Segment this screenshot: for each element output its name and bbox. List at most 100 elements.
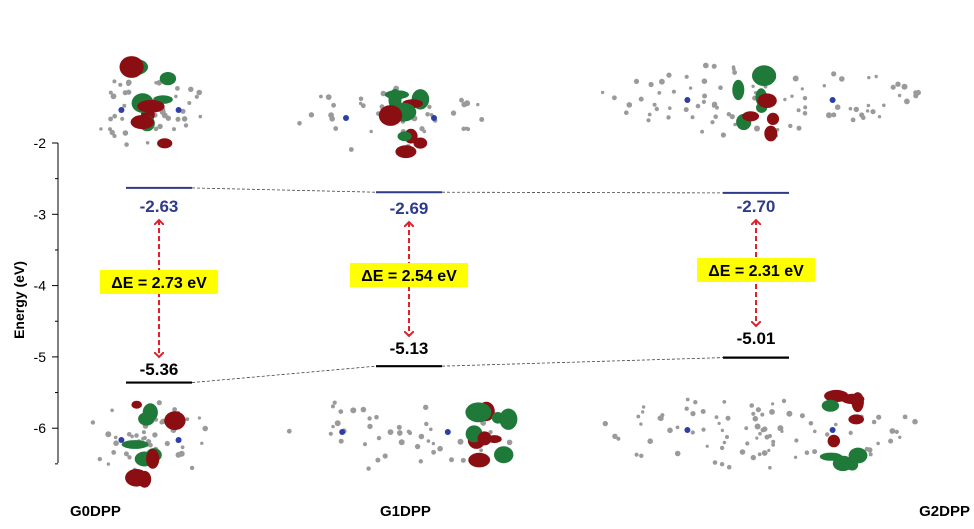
atom [802, 96, 808, 101]
atom [648, 81, 654, 88]
atom [755, 407, 762, 413]
atom [769, 409, 775, 415]
atom [476, 102, 480, 107]
atom [866, 103, 871, 108]
atom [479, 448, 483, 453]
atom [705, 444, 709, 448]
atom [685, 397, 690, 402]
atom [423, 404, 429, 410]
atom [461, 126, 466, 131]
atom [695, 103, 701, 109]
orbital-lobe [138, 470, 152, 488]
atom [145, 141, 150, 145]
orbital-lobe [138, 412, 155, 426]
atom [624, 110, 629, 115]
atom [338, 409, 344, 414]
atom [172, 407, 178, 412]
lumo-value: -2.70 [737, 197, 776, 216]
atom [126, 89, 132, 95]
atom [868, 452, 873, 457]
atom [700, 129, 704, 134]
orbital-lobe [487, 435, 502, 444]
atom [180, 108, 186, 114]
atom [382, 453, 388, 459]
atom [374, 414, 379, 420]
atom [112, 113, 118, 119]
nitrogen-atom [829, 427, 836, 433]
atom [690, 115, 695, 120]
orbital-lobe [841, 393, 865, 405]
atom [902, 414, 908, 420]
atom [90, 420, 96, 425]
atom [506, 439, 513, 446]
atom [717, 421, 721, 425]
atom [369, 129, 373, 134]
atom [792, 75, 799, 82]
atom [767, 448, 771, 452]
atom [783, 97, 787, 102]
tick-label: -5 [34, 349, 47, 365]
orbital-lobe [827, 434, 840, 448]
atom [134, 433, 139, 438]
atom [659, 78, 665, 85]
atom [733, 122, 737, 127]
atom [407, 430, 413, 436]
atom [715, 105, 719, 110]
gap-highlight [100, 270, 218, 294]
atom [711, 101, 718, 108]
atom [97, 456, 103, 462]
orbital-lobe [766, 112, 780, 125]
atom [722, 440, 727, 445]
atom [895, 81, 901, 87]
atom [330, 404, 335, 409]
atom [398, 432, 402, 436]
atom [459, 97, 464, 103]
atom [757, 452, 762, 457]
atom [479, 117, 485, 122]
molecule-name: G2DPP [919, 503, 970, 520]
orbital-lobe [119, 56, 144, 78]
atom [639, 422, 643, 426]
nitrogen-atom [343, 115, 349, 121]
atom [701, 78, 708, 84]
orbital-lobe [832, 455, 854, 472]
atom [174, 94, 178, 99]
atom [777, 425, 784, 432]
atom [760, 412, 765, 417]
atom [141, 430, 146, 435]
atom [641, 410, 645, 414]
atom [387, 429, 394, 435]
atom [666, 115, 671, 120]
orbital-lobe [395, 145, 417, 159]
atom [181, 116, 188, 122]
atom [889, 428, 896, 434]
atom [752, 415, 759, 422]
atom [120, 116, 125, 121]
atom [726, 112, 731, 117]
atom [732, 70, 737, 75]
atom [804, 450, 810, 456]
orbital-lobe [468, 452, 491, 468]
atom [366, 466, 371, 471]
atom [626, 102, 633, 108]
atom [657, 91, 662, 95]
atom [429, 427, 433, 432]
atom [867, 75, 871, 80]
atom [418, 433, 425, 440]
atom [771, 443, 776, 447]
atom [198, 114, 203, 119]
lumo-value: -2.69 [390, 199, 429, 218]
nitrogen-atom [118, 437, 125, 443]
atom [848, 106, 853, 111]
atom [108, 116, 113, 122]
atom [159, 420, 164, 425]
energy-axis: -2 -3 -4 -5 -6 Energy (eV) [11, 135, 59, 465]
orbital-lobe [732, 79, 745, 101]
orbital-lobe [764, 125, 778, 142]
atom [367, 416, 372, 421]
atom [647, 112, 652, 117]
homo-structure-image [286, 400, 518, 471]
atom [123, 451, 129, 457]
orbital-lobe [146, 448, 160, 469]
